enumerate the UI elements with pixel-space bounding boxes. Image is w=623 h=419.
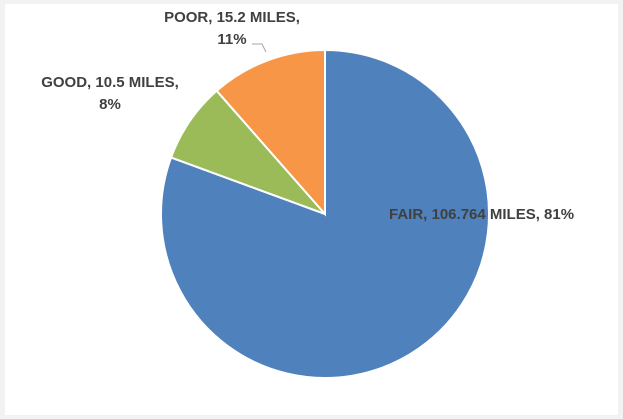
data-label-poor: POOR, 15.2 MILES, 11% xyxy=(164,9,300,48)
data-label-fair: FAIR, 106.764 MILES, 81% xyxy=(389,206,574,223)
data-label-good: GOOD, 10.5 MILES, 8% xyxy=(41,74,179,113)
pie-slice-poor xyxy=(215,48,326,217)
leader-line-poor xyxy=(252,43,267,53)
